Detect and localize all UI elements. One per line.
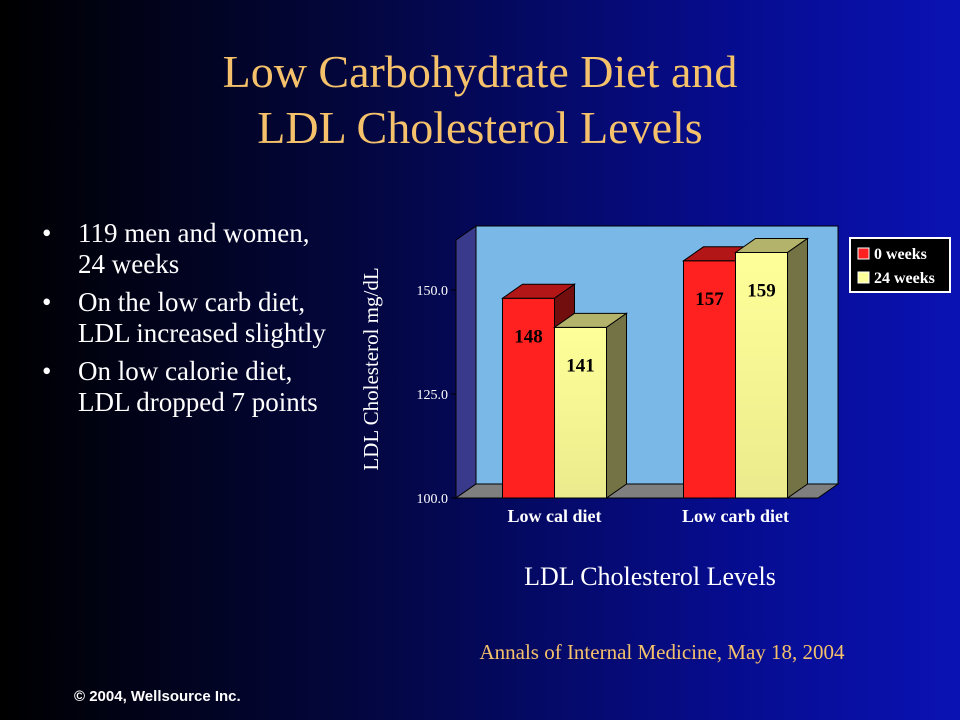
bullet-icon: • [42, 218, 52, 248]
bar-data-label: 157 [695, 289, 724, 310]
y-tick-label: 100.0 [417, 492, 449, 507]
bullet-item: • On the low carb diet, LDL increased sl… [40, 287, 330, 349]
y-tick-label: 125.0 [417, 388, 449, 403]
bar-data-label: 159 [747, 280, 776, 301]
bullet-list: • 119 men and women, 24 weeks • On the l… [40, 218, 330, 425]
bullet-text: On the low carb diet, LDL increased slig… [78, 287, 326, 348]
title-line-2: LDL Cholesterol Levels [257, 102, 703, 153]
bar-front [683, 260, 736, 499]
source-citation: Annals of Internal Medicine, May 18, 200… [479, 640, 845, 664]
bullet-text: 119 men and women, 24 weeks [78, 218, 310, 279]
chart-caption: LDL Cholesterol Levels [524, 562, 776, 591]
bullet-icon: • [42, 287, 52, 317]
y-axis-label: LDL Cholesterol mg/dL [359, 267, 383, 470]
bullet-item: • On low calorie diet, LDL dropped 7 poi… [40, 356, 330, 418]
bar-side [787, 237, 808, 499]
bar-data-label: 141 [566, 355, 595, 376]
bullet-item: • 119 men and women, 24 weeks [40, 218, 330, 280]
title-line-1: Low Carbohydrate Diet and [222, 46, 738, 97]
bullet-text: On low calorie diet, LDL dropped 7 point… [78, 356, 318, 417]
category-label: Low carb diet [682, 506, 789, 526]
y-tick-label: 150.0 [417, 284, 449, 299]
copyright-notice: © 2004, Wellsource Inc. [74, 688, 241, 705]
ldl-bar-chart: 100.0 125.0 150.0 LDL Cholesterol mg/dL 148 1… [359, 225, 951, 526]
legend-label: 0 weeks [874, 246, 927, 263]
bar-data-label: 148 [514, 326, 543, 347]
slide-title: Low Carbohydrate Diet and LDL Cholestero… [60, 44, 900, 156]
bullet-icon: • [42, 356, 52, 386]
category-label: Low cal diet [508, 506, 602, 526]
legend-label: 24 weeks [874, 270, 935, 287]
bar-front [502, 297, 555, 499]
legend-swatch [857, 247, 870, 260]
chart-side-wall [455, 225, 477, 499]
bar-side [606, 312, 627, 499]
bar-front [554, 326, 607, 499]
legend-swatch [857, 271, 870, 284]
